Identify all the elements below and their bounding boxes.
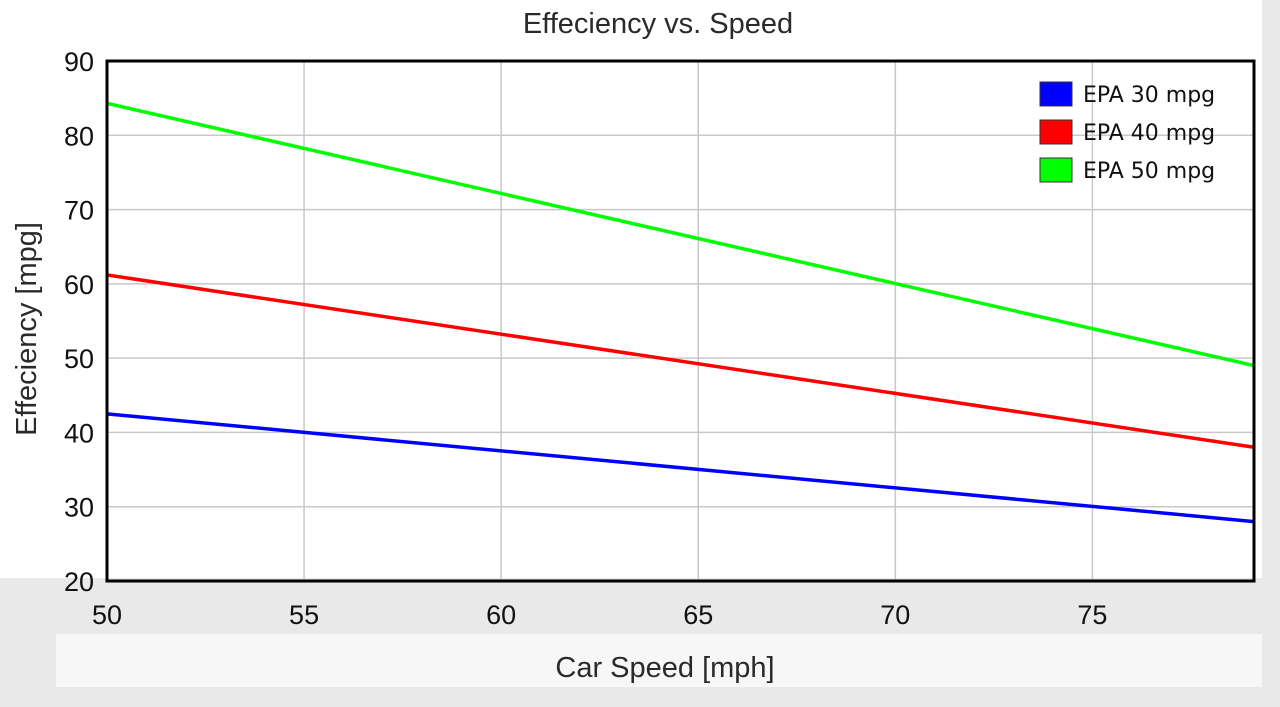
y-tick-label: 90 [64,47,94,77]
x-tick-label: 50 [92,600,122,630]
legend-label: EPA 50 mpg [1083,159,1215,184]
x-axis-title: Car Speed [mph] [555,652,774,684]
y-tick-label: 30 [64,493,94,523]
x-tick-label: 70 [880,600,910,630]
series-layer [106,101,1255,524]
x-tick-label: 60 [486,600,516,630]
y-tick-label: 60 [64,270,94,300]
y-tick-label: 50 [64,344,94,374]
x-axis-ticks: 50 55 60 65 70 75 [92,600,1107,630]
y-tick-label: 20 [64,567,94,597]
legend-swatch [1039,81,1073,107]
y-axis-title: Effeciency [mpg] [11,222,43,436]
x-tick-label: 55 [289,600,319,630]
legend: EPA 30 mpg EPA 40 mpg EPA 50 mpg [1039,81,1215,184]
legend-swatch [1039,157,1073,183]
legend-swatch [1039,119,1073,145]
y-tick-label: 80 [64,121,94,151]
y-axis-ticks: 20 30 40 50 60 70 80 90 [64,47,94,597]
x-axis-label-band [56,634,1262,687]
legend-label: EPA 30 mpg [1083,83,1215,108]
x-tick-label: 75 [1077,600,1107,630]
gridlines [107,61,1254,581]
x-tick-label: 65 [683,600,713,630]
legend-label: EPA 40 mpg [1083,121,1215,146]
series-line [106,412,1255,524]
plot-frame [105,59,1256,583]
y-tick-label: 40 [64,418,94,448]
y-tick-label: 70 [64,196,94,226]
series-line [106,101,1255,368]
series-line [106,273,1255,450]
chart-title: Effeciency vs. Speed [523,8,793,40]
